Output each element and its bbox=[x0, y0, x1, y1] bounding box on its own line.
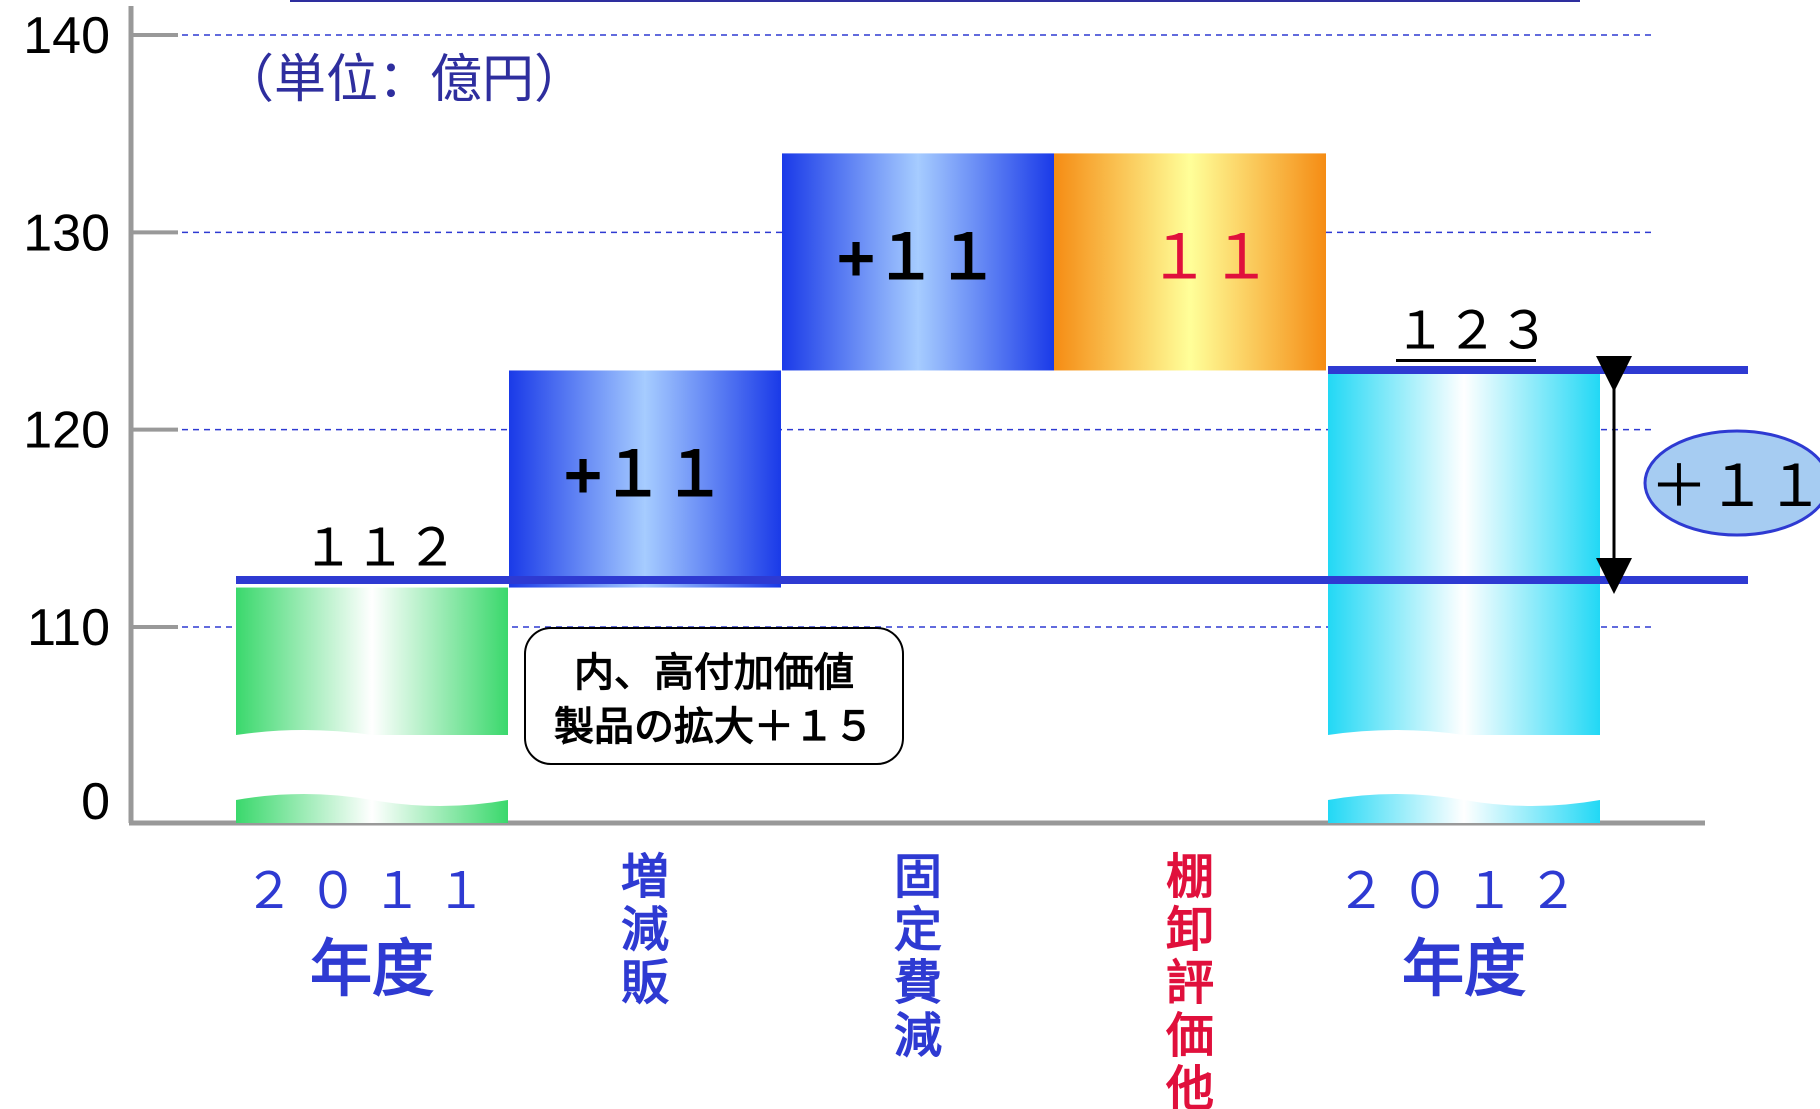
bar-total-base bbox=[1328, 794, 1600, 823]
step-label: １１ bbox=[1148, 220, 1272, 293]
total-label: １２３ bbox=[1394, 301, 1550, 361]
y-tick-label: 130 bbox=[23, 204, 110, 262]
step-label: +１１ bbox=[564, 437, 725, 510]
category-label: 棚 bbox=[1166, 849, 1214, 905]
difference-label: ＋１１ bbox=[1650, 452, 1820, 520]
category-label: 減 bbox=[894, 1008, 942, 1064]
bar-total-base bbox=[236, 794, 508, 823]
y-tick-label: 0 bbox=[81, 773, 110, 831]
annotation-line-2: 製品の拡大＋１５ bbox=[554, 704, 874, 750]
bar-step bbox=[782, 153, 1054, 371]
category-label: ２０１１ bbox=[244, 862, 500, 920]
category-label: 減 bbox=[621, 902, 669, 958]
unit-label: （単位：億円） bbox=[222, 50, 586, 110]
bar-step bbox=[1054, 153, 1326, 371]
y-tick-label: 140 bbox=[23, 7, 110, 65]
bar-total bbox=[236, 587, 508, 735]
annotation-line-1: 内、高付加価値 bbox=[574, 650, 854, 696]
axis-break-wave bbox=[236, 730, 508, 752]
y-tick-group: 140 130 120 110 0 bbox=[23, 7, 178, 831]
bar-total bbox=[1328, 370, 1600, 735]
annotation-box bbox=[524, 627, 904, 765]
step-label: +１１ bbox=[837, 220, 998, 293]
category-label: 価 bbox=[1165, 1008, 1214, 1064]
total-label: １１２ bbox=[302, 519, 458, 579]
category-label: 固 bbox=[894, 849, 942, 905]
category-label: 他 bbox=[1165, 1061, 1214, 1109]
category-label: 費 bbox=[894, 955, 942, 1011]
y-tick-label: 110 bbox=[27, 599, 110, 657]
y-tick-label: 120 bbox=[23, 402, 110, 460]
category-label: 卸 bbox=[1166, 902, 1214, 958]
category-label: ２０１２ bbox=[1336, 862, 1592, 920]
category-label: 評 bbox=[1166, 955, 1214, 1011]
difference-bubble bbox=[1643, 429, 1820, 537]
axis-break-wave bbox=[1328, 730, 1600, 752]
bar-group: １１２ +１１ +１１ １１ １２３ bbox=[236, 153, 1600, 823]
category-label: 定 bbox=[894, 902, 942, 958]
bar-step bbox=[509, 370, 781, 588]
category-label: 年度 bbox=[310, 932, 434, 1005]
category-label: 増 bbox=[621, 849, 669, 905]
category-label: 年度 bbox=[1402, 932, 1526, 1005]
category-label: 販 bbox=[621, 955, 670, 1011]
